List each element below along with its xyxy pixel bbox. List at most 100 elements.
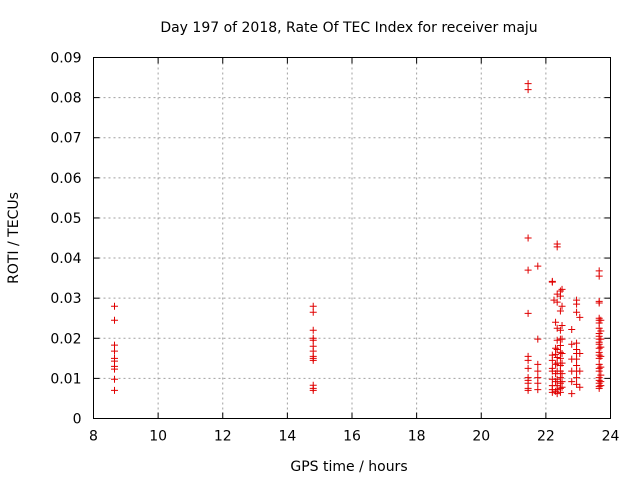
data-point xyxy=(558,302,566,310)
data-point xyxy=(556,326,564,334)
data-point xyxy=(568,378,576,386)
data-point xyxy=(524,234,532,242)
y-axis-label: ROTI / TECUs xyxy=(6,192,22,284)
y-tick-label: 0.01 xyxy=(50,371,81,387)
data-point xyxy=(552,350,560,358)
y-tick-label: 0.02 xyxy=(50,331,81,347)
data-point xyxy=(553,390,561,398)
data-point xyxy=(552,344,560,352)
data-point xyxy=(595,272,603,280)
data-point xyxy=(556,388,564,396)
data-point xyxy=(568,340,576,348)
data-point xyxy=(309,302,317,310)
x-tick-label: 14 xyxy=(278,429,296,445)
data-point xyxy=(576,367,584,375)
x-tick-label: 8 xyxy=(89,429,98,445)
y-tick-label: 0.06 xyxy=(50,171,81,187)
data-point xyxy=(524,86,532,94)
data-point xyxy=(534,262,542,270)
data-point xyxy=(558,321,566,329)
data-point xyxy=(111,341,119,349)
data-point xyxy=(524,80,532,88)
data-point xyxy=(558,359,566,367)
data-point xyxy=(524,386,532,394)
data-point xyxy=(524,364,532,372)
data-point xyxy=(111,375,119,383)
data-point xyxy=(524,309,532,317)
data-point xyxy=(597,335,605,343)
x-tick-labels: 8 10 12 14 16 18 20 22 24 xyxy=(89,429,619,445)
data-point xyxy=(556,292,564,300)
data-point xyxy=(558,335,566,343)
data-point xyxy=(597,316,605,324)
data-point xyxy=(552,360,560,368)
data-point xyxy=(553,375,561,383)
y-tick-label: 0.03 xyxy=(50,291,81,307)
data-point xyxy=(556,348,564,356)
data-point xyxy=(576,383,584,391)
data-point xyxy=(553,298,561,306)
data-point xyxy=(309,308,317,316)
data-point xyxy=(573,300,581,308)
x-axis-label: GPS time / hours xyxy=(290,459,407,475)
data-point xyxy=(556,307,564,315)
data-point xyxy=(595,299,603,307)
data-point xyxy=(111,316,119,324)
data-point xyxy=(552,318,560,326)
x-tick-label: 24 xyxy=(602,429,620,445)
data-point xyxy=(597,371,605,379)
data-point xyxy=(309,326,317,334)
grid-lines xyxy=(93,57,611,419)
data-point xyxy=(553,336,561,344)
y-tick-label: 0.05 xyxy=(50,211,81,227)
data-point xyxy=(534,360,542,368)
data-point xyxy=(309,356,317,364)
data-point xyxy=(573,339,581,347)
data-point xyxy=(573,355,581,363)
data-point xyxy=(597,343,605,351)
y-tick-label: 0.09 xyxy=(50,51,81,67)
data-point xyxy=(534,379,542,387)
data-point xyxy=(573,374,581,382)
data-point xyxy=(524,356,532,364)
data-point xyxy=(111,347,119,355)
data-point xyxy=(556,354,564,362)
data-point xyxy=(558,285,566,293)
data-point xyxy=(597,363,605,371)
data-point xyxy=(568,325,576,333)
data-point xyxy=(556,341,564,349)
data-point xyxy=(558,383,566,391)
data-points xyxy=(111,80,605,398)
y-tick-label: 0.08 xyxy=(50,91,81,107)
data-point xyxy=(568,390,576,398)
data-point xyxy=(111,386,119,394)
data-point xyxy=(597,382,605,390)
y-tick-label: 0 xyxy=(73,412,82,428)
data-point xyxy=(548,356,556,364)
data-point xyxy=(548,388,556,396)
data-point xyxy=(576,350,584,358)
plot-frame xyxy=(93,57,611,419)
x-tick-label: 12 xyxy=(214,429,232,445)
data-point xyxy=(597,352,605,360)
x-tick-label: 16 xyxy=(343,429,361,445)
data-point xyxy=(576,313,584,321)
data-point xyxy=(558,370,566,378)
data-point xyxy=(111,365,119,373)
data-point xyxy=(309,386,317,394)
y-tick-label: 0.07 xyxy=(50,131,81,147)
data-point xyxy=(595,367,603,375)
chart-title: Day 197 of 2018, Rate Of TEC Index for r… xyxy=(160,20,537,36)
x-tick-label: 18 xyxy=(408,429,426,445)
data-point xyxy=(534,386,542,394)
x-tick-label: 22 xyxy=(537,429,555,445)
data-point xyxy=(548,278,556,286)
data-point xyxy=(309,336,317,344)
data-point xyxy=(573,308,581,316)
x-tick-label: 20 xyxy=(472,429,490,445)
data-point xyxy=(111,302,119,310)
data-point xyxy=(524,266,532,274)
data-point xyxy=(553,243,561,251)
data-point xyxy=(534,335,542,343)
